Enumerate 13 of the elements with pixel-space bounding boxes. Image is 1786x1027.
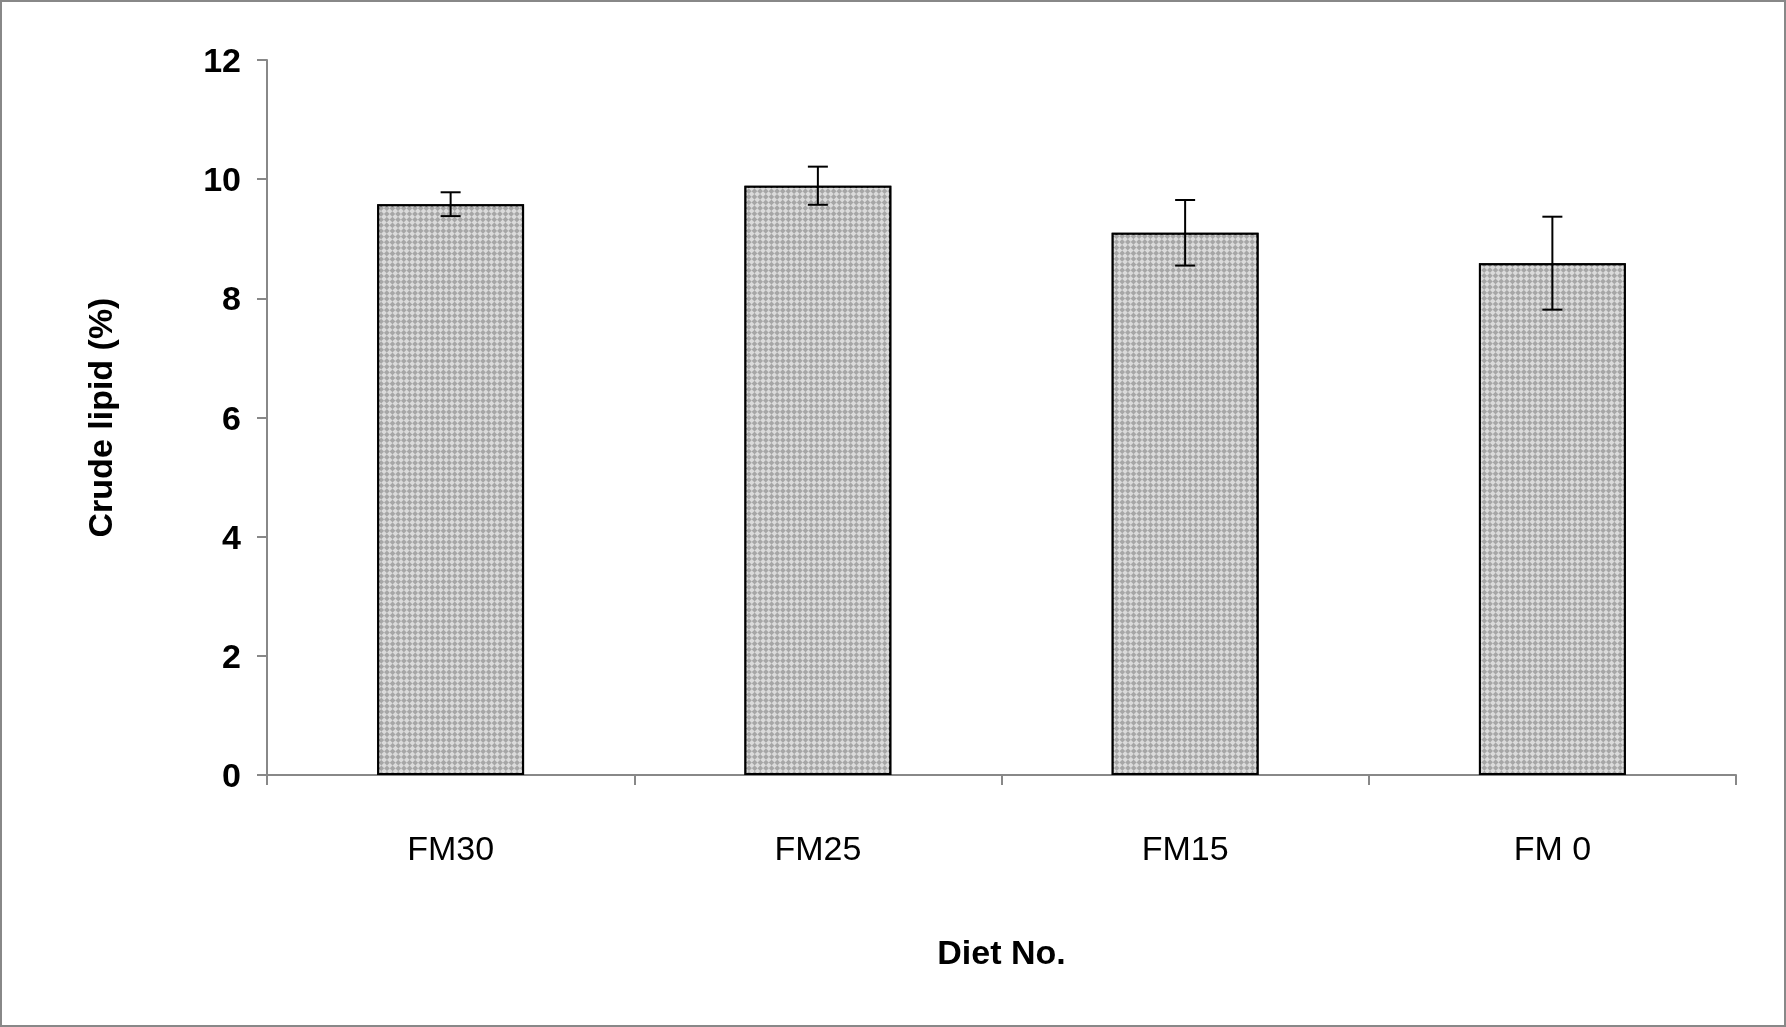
- x-tick-label: FM15: [1141, 829, 1229, 867]
- y-tick-label: 6: [222, 398, 241, 437]
- y-tick-label: 8: [222, 279, 241, 318]
- x-axis-title: Diet No.: [937, 933, 1066, 971]
- y-axis-title: Crude lipid (%): [81, 297, 119, 538]
- y-tick-label: 2: [222, 636, 241, 675]
- y-tick-label: 4: [222, 517, 242, 556]
- y-tick-label: 10: [203, 160, 241, 199]
- y-tick-label: 12: [203, 41, 241, 79]
- x-tick-label: FM25: [774, 829, 862, 867]
- x-tick-label: FM30: [407, 829, 495, 867]
- x-tick-label: FM 0: [1513, 829, 1592, 867]
- y-tick-label: 0: [222, 756, 241, 794]
